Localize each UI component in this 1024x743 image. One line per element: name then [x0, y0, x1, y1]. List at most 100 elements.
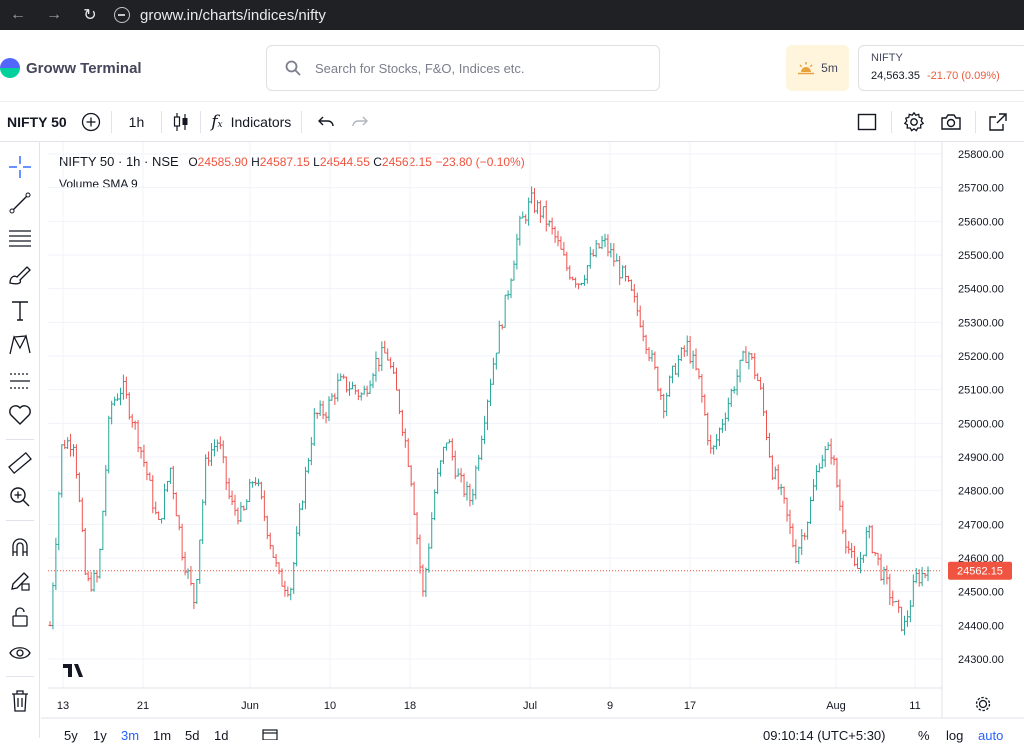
change-value: −23.80 (−0.10%)	[435, 155, 525, 169]
toolbar-divider	[975, 111, 976, 133]
ticker-card[interactable]: NIFTY 24,563.35 -21.70 (0.09%)	[858, 45, 1024, 91]
zoom-in-icon	[10, 487, 30, 507]
undo-icon	[318, 116, 335, 126]
tradingview-logo-mark	[63, 664, 83, 677]
url-text: groww.in/charts/indices/nifty	[140, 6, 326, 24]
range-1m[interactable]: 1m	[153, 728, 172, 743]
zoom-tool[interactable]	[4, 482, 36, 512]
brand-logo[interactable]: Groww Terminal	[0, 58, 142, 78]
forward-icon[interactable]: →	[46, 6, 62, 23]
y-tick-label: 24300.00	[958, 654, 1004, 666]
favorites-tool[interactable]	[4, 400, 36, 430]
open-label: O	[188, 155, 198, 169]
toolbar-divider	[891, 111, 892, 133]
browser-toolbar: ← → ↻ groww.in/charts/indices/nifty	[0, 0, 1024, 30]
redo-button[interactable]	[347, 102, 373, 141]
ticker-change: -21.70 (0.09%)	[927, 70, 1000, 82]
site-info-icon[interactable]	[114, 7, 130, 23]
screenshot-button[interactable]	[940, 102, 962, 142]
x-tick-label: Jul	[523, 700, 537, 712]
remove-drawings-tool[interactable]	[4, 686, 36, 716]
heart-icon	[9, 405, 31, 425]
settings-button[interactable]	[903, 102, 925, 142]
ruler-tool[interactable]	[4, 448, 36, 478]
compare-symbol-button[interactable]	[74, 102, 108, 141]
low-value: 24544.55	[319, 155, 370, 169]
layout-button[interactable]	[857, 102, 877, 142]
gear-icon	[903, 111, 925, 132]
search-input[interactable]	[315, 60, 645, 76]
range-5y[interactable]: 5y	[64, 728, 78, 743]
chart-type-button[interactable]	[165, 102, 197, 141]
crosshair-tool[interactable]	[4, 152, 36, 182]
brush-icon	[9, 266, 31, 285]
log-toggle[interactable]: log	[946, 728, 964, 743]
crosshair-icon	[9, 156, 31, 178]
trendline-tool[interactable]	[4, 188, 36, 218]
clock-time[interactable]: 09:10:14 (UTC+5:30)	[763, 728, 886, 743]
pencil-lock-icon	[11, 572, 30, 591]
y-tick-label: 25700.00	[958, 183, 1004, 195]
address-bar[interactable]: groww.in/charts/indices/nifty	[114, 7, 326, 24]
market-timer[interactable]: 5m	[786, 45, 849, 91]
indicators-button[interactable]: fx Indicators	[204, 102, 298, 141]
search-box[interactable]	[266, 45, 660, 91]
auto-toggle[interactable]: auto	[978, 728, 1004, 743]
range-1d[interactable]: 1d	[214, 728, 229, 743]
lock-tool[interactable]	[4, 602, 36, 632]
y-tick-label: 25500.00	[958, 250, 1004, 262]
reload-icon[interactable]: ↻	[83, 7, 97, 24]
tools-divider	[6, 676, 34, 677]
range-1y[interactable]: 1y	[93, 728, 107, 743]
tools-divider	[6, 520, 34, 521]
percent-toggle[interactable]: %	[918, 728, 930, 743]
back-icon[interactable]: ←	[10, 6, 26, 23]
range-3m[interactable]: 3m	[121, 728, 140, 743]
lock-drawing-mode-tool[interactable]	[4, 566, 36, 596]
undo-button[interactable]	[305, 102, 347, 141]
y-tick-label: 25600.00	[958, 216, 1004, 228]
bottom-bar: 5y 1y 3m 1m 5d 1d 09:10:14 (UTC+5:30) % …	[48, 724, 1024, 743]
drawing-toolbar	[0, 142, 40, 738]
brush-tool[interactable]	[4, 260, 36, 290]
date-range-icon[interactable]	[262, 728, 278, 743]
app-header: Groww Terminal 5m NIFTY 24,563.35 -21.70…	[0, 30, 1024, 102]
toolbar-divider	[161, 110, 163, 133]
magnet-tool[interactable]	[4, 532, 36, 562]
ruler-icon	[8, 451, 32, 475]
camera-icon	[941, 114, 961, 130]
measure-tool[interactable]	[4, 366, 36, 396]
indicators-label: Indicators	[230, 113, 292, 130]
interval-selector[interactable]: 1h	[128, 113, 145, 130]
pattern-tool[interactable]	[4, 330, 36, 360]
ticker-symbol: NIFTY	[871, 52, 903, 64]
axis-settings-icon	[978, 699, 988, 709]
chart-toolbar: NIFTY 50 1h fx Indicators	[0, 102, 1024, 142]
x-tick-label: 13	[57, 700, 69, 712]
ticker-price: 24,563.35	[871, 70, 920, 82]
high-value: 24587.15	[259, 155, 310, 169]
symbol-selector[interactable]: NIFTY 50	[7, 113, 67, 130]
toolbar-divider	[200, 110, 202, 133]
add-circle-icon	[81, 112, 100, 131]
brand-name: Groww Terminal	[26, 59, 142, 77]
close-label: C	[373, 155, 382, 169]
open-value: 24585.90	[197, 155, 248, 169]
x-tick-label: 18	[404, 700, 416, 712]
visibility-tool[interactable]	[4, 638, 36, 668]
forecast-icon	[10, 373, 30, 389]
y-tick-label: 25400.00	[958, 284, 1004, 296]
function-icon: fx	[211, 111, 223, 132]
y-tick-label: 25000.00	[958, 418, 1004, 430]
fullscreen-button[interactable]	[988, 102, 1008, 142]
magnet-icon	[12, 538, 28, 556]
redo-icon	[352, 116, 369, 126]
text-tool[interactable]	[4, 296, 36, 326]
range-5d[interactable]: 5d	[185, 728, 200, 743]
candles-icon	[174, 112, 188, 131]
x-tick-label: 11	[909, 700, 920, 712]
timer-label: 5m	[821, 61, 838, 75]
fib-tool[interactable]	[4, 224, 36, 254]
low-label: L	[313, 155, 320, 169]
